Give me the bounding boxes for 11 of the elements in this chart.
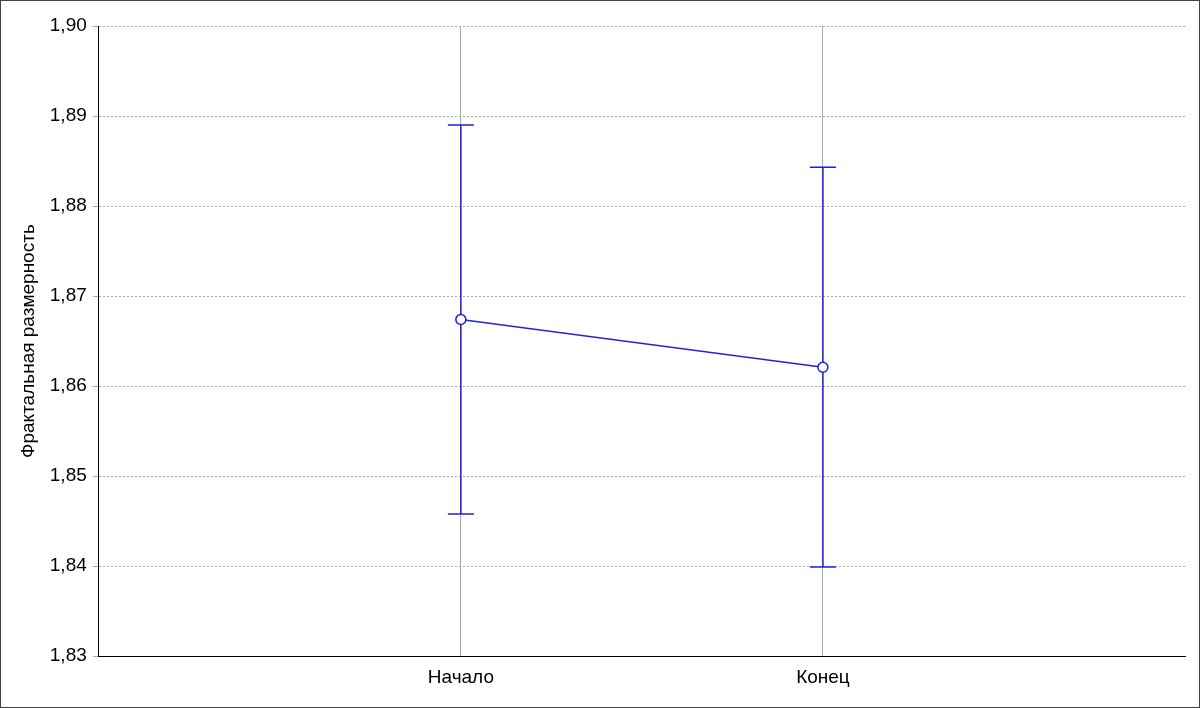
y-tick-label: 1,90 — [49, 14, 87, 36]
y-axis-title: Фрактальная размерность — [16, 224, 38, 458]
y-tick-label: 1,89 — [49, 104, 87, 126]
y-tick-label: 1,87 — [49, 284, 87, 306]
y-tick-label: 1,85 — [49, 464, 87, 486]
y-tick-label: 1,84 — [49, 554, 88, 576]
x-tick-label: Начало — [427, 665, 494, 687]
x-tick-label: Конец — [796, 665, 850, 687]
y-tick-label: 1,86 — [49, 374, 87, 396]
y-tick-label: 1,88 — [49, 194, 87, 216]
y-tick-label: 1,83 — [49, 644, 87, 666]
